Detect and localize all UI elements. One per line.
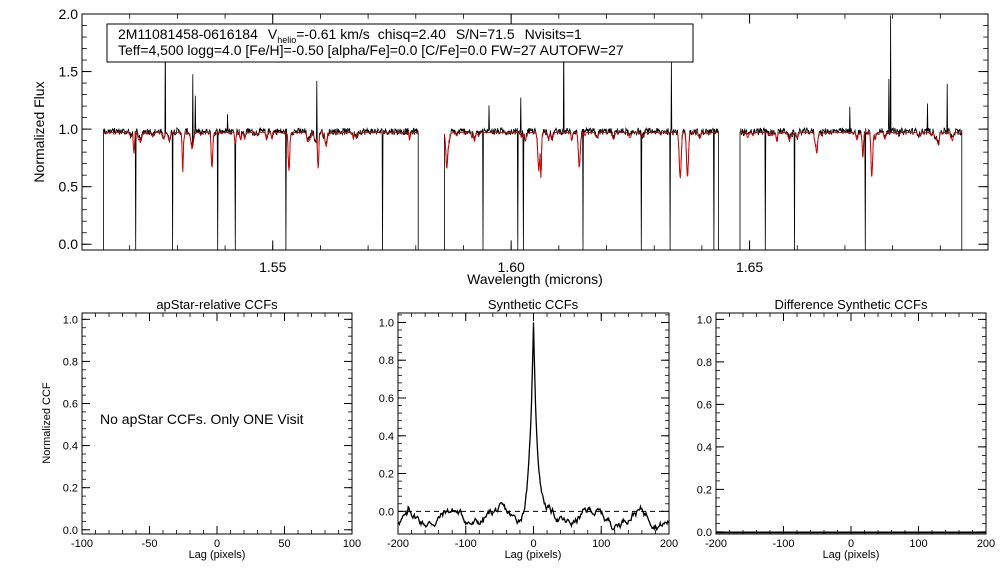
synthetic-spectrum-line (740, 132, 962, 177)
diff-ccf-xlabel: Lag (pixels) (823, 549, 880, 561)
star-id: 2M11081458-0616184 (118, 26, 258, 42)
y-tick-label: 0.4 (379, 431, 394, 443)
x-tick-label: -100 (772, 538, 794, 550)
x-tick-label: 200 (660, 538, 678, 550)
x-tick-label: 0 (214, 538, 220, 550)
x-tick-label: -200 (387, 538, 409, 550)
y-tick-label: 0.6 (697, 399, 712, 411)
y-tick-label: 0.0 (697, 527, 712, 539)
y-tick-label: 1.0 (59, 121, 79, 137)
x-tick-label: 1.55 (259, 259, 286, 275)
synthetic-spectrum-line (443, 132, 719, 180)
y-tick-label: 0.0 (379, 506, 394, 518)
helio-subscript: helio (277, 35, 296, 45)
info-line-2: Teff=4,500 logg=4.0 [Fe/H]=-0.50 [alpha/… (118, 42, 624, 58)
info-line-1: 2M11081458-0616184 Vhelio=-0.61 km/s chisq… (118, 26, 582, 45)
observed-spectrum-line (443, 30, 719, 250)
info-box (106, 23, 694, 63)
synthetic-ccf-title: Synthetic CCFs (488, 297, 579, 312)
x-tick-label: 1.60 (498, 259, 525, 275)
y-tick-label: 0.0 (63, 525, 78, 537)
y-tick-label: 1.0 (379, 317, 394, 329)
spectrum-panel: 1.55 1.60 1.65 0.0 0.5 1.0 1.5 2.0 Wavelength (… (31, 6, 989, 287)
synthetic-ccf-curve (398, 322, 669, 532)
synthetic-ccf-panel: -200 -100 0 100 200 0.0 0.2 0.4 0.6 0.8 1.0 Synthe… (379, 297, 678, 561)
y-tick-label: 0.8 (379, 355, 394, 367)
x-tick-label: 100 (909, 538, 927, 550)
x-tick-label: 0 (848, 538, 854, 550)
y-tick-label: 0.4 (63, 441, 78, 453)
y-tick-label: 0.8 (63, 356, 78, 368)
synthetic-spectrum-line (103, 132, 419, 173)
spectrum-xlabel: Wavelength (microns) (467, 271, 603, 287)
apstar-ccf-xlabel: Lag (pixels) (189, 549, 246, 561)
y-tick-label: 0.6 (379, 393, 394, 405)
diff-ccf-title: Difference Synthetic CCFs (775, 297, 928, 312)
x-tick-label: -200 (705, 538, 727, 550)
x-tick-label: 50 (278, 538, 290, 550)
apstar-ccf-panel: -100 -50 0 50 100 0.0 0.2 0.4 0.6 0.8 1.0 apStar-r… (41, 297, 361, 561)
diff-ccf-panel: -200 -100 0 100 200 0.0 0.2 0.4 0.6 0.8 1.0 Differ… (697, 297, 995, 561)
x-tick-label: -100 (455, 538, 477, 550)
y-tick-label: 1.5 (59, 64, 79, 80)
x-tick-label: 100 (592, 538, 610, 550)
v-helio-value: =-0.61 km/s (296, 26, 370, 42)
y-tick-label: 0.6 (63, 399, 78, 411)
y-tick-label: 0.2 (697, 484, 712, 496)
x-tick-label: 200 (977, 538, 995, 550)
y-tick-label: 0.5 (59, 179, 79, 195)
apstar-ccf-ylabel: Normalized CCF (41, 382, 53, 464)
sn-value: S/N=71.5 (456, 26, 515, 42)
no-ccf-annotation: No apStar CCFs. Only ONE Visit (100, 411, 304, 427)
synthetic-ccf-xlabel: Lag (pixels) (505, 549, 562, 561)
y-tick-label: 0.2 (63, 483, 78, 495)
diff-ccf-frame (715, 312, 987, 535)
y-tick-label: 0.4 (697, 442, 712, 454)
y-tick-label: 2.0 (59, 6, 79, 22)
v-symbol: V (268, 26, 278, 42)
observed-spectrum-line (739, 15, 963, 250)
apstar-ccf-title: apStar-relative CCFs (156, 297, 278, 312)
y-tick-label: 1.0 (697, 314, 712, 326)
x-tick-label: 1.65 (736, 259, 763, 275)
x-tick-label: 0 (530, 538, 536, 550)
nvisits-value: Nvisits=1 (525, 26, 582, 42)
y-tick-label: 0.8 (697, 357, 712, 369)
spectrum-frame (81, 13, 989, 251)
y-tick-label: 0.2 (379, 469, 394, 481)
y-tick-label: 0.0 (59, 236, 79, 252)
chisq-value: chisq=2.40 (378, 26, 446, 42)
x-tick-label: -50 (142, 538, 158, 550)
x-tick-label: -100 (71, 538, 93, 550)
x-tick-label: 100 (343, 538, 361, 550)
y-tick-label: 1.0 (63, 314, 78, 326)
spectrum-ylabel: Normalized Flux (31, 81, 47, 182)
